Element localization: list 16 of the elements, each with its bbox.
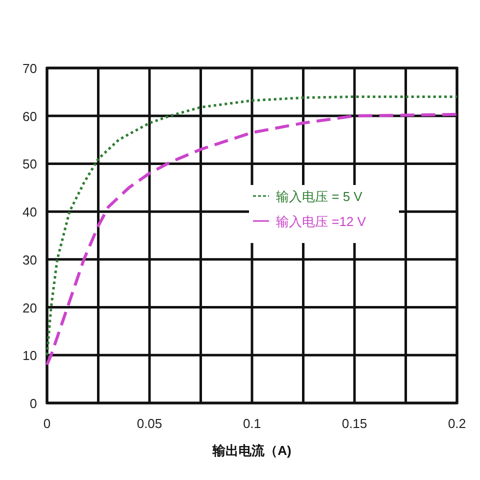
legend-label: 输入电压 =12 V (276, 214, 366, 229)
x-tick-label: 0.05 (136, 416, 162, 431)
legend-label: 输入电压 = 5 V (276, 189, 363, 204)
x-tick-label: 0 (43, 416, 51, 431)
x-tick-label: 0.15 (342, 416, 368, 431)
y-tick-label: 40 (22, 204, 37, 220)
y-tick-label: 70 (22, 61, 37, 76)
y-tick-label: 30 (22, 252, 37, 268)
x-tick-label: 0.2 (448, 416, 466, 431)
y-tick-label: 10 (22, 348, 37, 364)
x-tick-label: 0.1 (242, 416, 262, 431)
x-axis-title: 输出电流（A) (212, 443, 292, 458)
y-tick-label: 60 (22, 108, 37, 124)
y-tick-label: 50 (22, 156, 37, 172)
y-tick-label: 20 (22, 300, 37, 316)
y-tick-label: 0 (30, 396, 37, 411)
